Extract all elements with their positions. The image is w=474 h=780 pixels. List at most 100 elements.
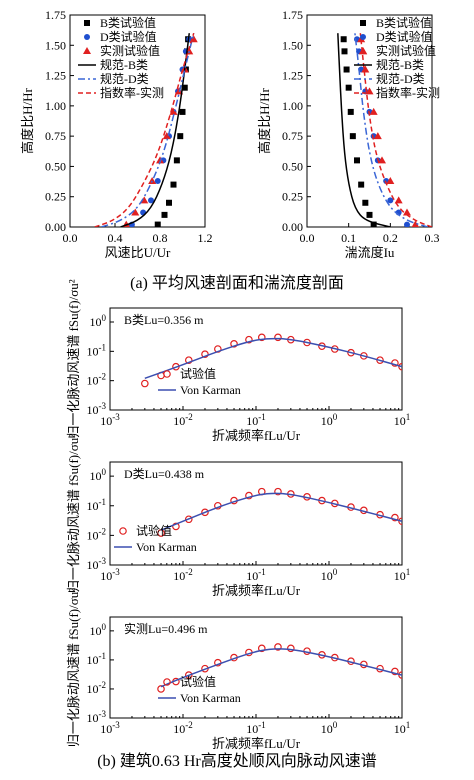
data-point: [341, 48, 348, 55]
legend-label: B类试验值: [376, 15, 432, 30]
data-point: [373, 132, 382, 140]
legend-swatch: [360, 34, 366, 40]
legend-label: 规范-D类: [100, 71, 149, 86]
series-Von Karman: [160, 648, 402, 688]
x-tick-label: 0.0: [300, 231, 315, 245]
data-point: [274, 643, 282, 651]
legend-label: 实测试验值: [376, 43, 436, 58]
legend-item: B类试验值: [84, 15, 156, 30]
series-指数率-实测: [94, 32, 195, 227]
data-point: [274, 333, 282, 342]
data-point: [387, 197, 394, 204]
x-tick-label: 10-1: [246, 720, 266, 736]
legend-item: 指数率-实测: [354, 85, 440, 100]
legend: 试验值 Von Karman: [158, 366, 241, 397]
data-point: [170, 181, 177, 188]
x-tick-label: 1.2: [198, 231, 213, 245]
series-实测试验值: [357, 35, 420, 227]
data-point: [140, 196, 149, 204]
y-tick-label: 0.25: [45, 190, 66, 204]
y-tick-label: 0.00: [282, 220, 303, 234]
y-tick-label: 100: [90, 467, 107, 483]
data-point: [245, 491, 253, 500]
data-point: [349, 133, 356, 140]
y-tick-label: 0.25: [282, 190, 303, 204]
y-tick-label: 1.75: [282, 8, 303, 22]
data-point: [369, 107, 378, 115]
data-point: [370, 221, 377, 227]
series-line: [160, 492, 402, 531]
legend-label: 试验值: [180, 674, 216, 689]
data-point: [173, 157, 180, 164]
data-point: [201, 508, 209, 517]
series-指数率-实测: [359, 33, 432, 227]
legend-label: Von Karman: [180, 383, 241, 397]
legend-label: 指数率-实测: [376, 85, 440, 100]
legend-swatch: [163, 370, 171, 378]
chart-turbulence-profile: 0.0 0.1 0.2 0.3 0.00 0.25 0.50 0.75 1.00 1.25 1.50…: [257, 8, 440, 260]
y-tick-label: 10-2: [87, 372, 107, 388]
data-point: [148, 176, 157, 184]
legend-label: B类试验值: [100, 15, 156, 30]
legend: 试验值 Von Karman: [114, 523, 197, 554]
data-point: [345, 84, 352, 91]
legend-label: 试验值: [180, 366, 216, 381]
plot-area: [94, 32, 198, 227]
series-Von Karman: [160, 492, 402, 531]
x-axis-title: 折减频率fLu/Ur: [212, 428, 301, 443]
data-point: [169, 107, 178, 115]
plot-area: [141, 333, 402, 388]
x-tick-label: 100: [321, 567, 338, 583]
legend-swatch: [84, 20, 90, 26]
y-tick-label: 0.75: [282, 129, 303, 143]
legend-item: 实测试验值: [83, 43, 160, 58]
data-point: [245, 335, 253, 344]
data-point: [361, 65, 370, 73]
y-tick-label: 1.75: [45, 8, 66, 22]
legend-label: 规范-D类: [376, 71, 425, 86]
data-point: [391, 513, 399, 522]
data-point: [343, 66, 350, 73]
legend-label: Von Karman: [180, 691, 241, 705]
x-tick-label: 0.3: [425, 231, 440, 245]
data-point: [162, 132, 171, 140]
legend-item: 规范-D类: [78, 71, 149, 86]
y-tick-label: 10-1: [87, 497, 107, 513]
data-point: [398, 362, 402, 371]
x-tick-label: 10-2: [173, 567, 193, 583]
x-tick-label: 100: [321, 720, 338, 736]
data-point: [157, 685, 165, 693]
data-point: [257, 644, 266, 653]
x-tick-label: 10-1: [246, 567, 266, 583]
y-tick-label: 1.25: [45, 69, 66, 83]
data-point: [154, 177, 161, 184]
data-point: [354, 157, 360, 164]
legend-item: 指数率-实测: [78, 85, 164, 100]
panel-annotation: D类Lu=0.438 m: [124, 467, 205, 481]
data-point: [166, 199, 172, 206]
x-axis-title: 折减频率fLu/Ur: [212, 736, 301, 751]
y-axis-title: 高度比H/Hr: [20, 87, 35, 153]
series-line: [144, 337, 402, 380]
y-tick-label: 10-2: [87, 680, 107, 696]
y-tick-label: 100: [90, 313, 107, 329]
legend-label: 规范-B类: [100, 57, 148, 72]
y-tick-label: 10-3: [87, 556, 107, 572]
data-point: [287, 644, 295, 653]
data-point: [347, 108, 354, 115]
x-tick-label: 101: [394, 412, 411, 428]
legend-item: 试验值: [119, 523, 172, 538]
legend-label: 试验值: [136, 523, 172, 538]
legend-label: D类试验值: [100, 29, 157, 44]
series-规范-D类: [354, 33, 429, 227]
data-point: [161, 211, 168, 218]
caption-a: (a) 平均风速剖面和湍流度剖面: [130, 274, 344, 292]
plot-area: [157, 487, 402, 537]
series-规范-D类: [101, 32, 195, 227]
panel-annotation: B类Lu=0.356 m: [124, 313, 204, 327]
x-tick-label: 10-3: [100, 567, 120, 583]
plot-frame: [69, 14, 206, 228]
series-line: [359, 33, 432, 227]
legend-item: B类试验值: [360, 15, 432, 30]
